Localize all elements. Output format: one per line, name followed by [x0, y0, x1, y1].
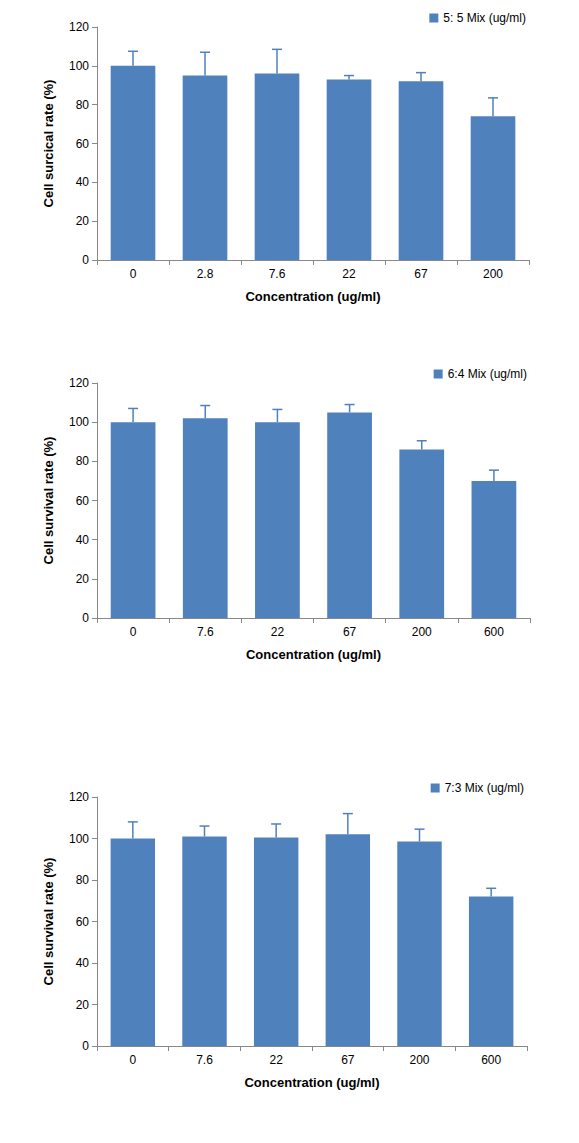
svg-text:20: 20 — [76, 572, 90, 586]
svg-text:80: 80 — [76, 873, 90, 887]
svg-text:200: 200 — [409, 1053, 429, 1067]
svg-text:22: 22 — [271, 625, 285, 639]
svg-text:22: 22 — [342, 267, 356, 281]
svg-text:7.6: 7.6 — [196, 1053, 213, 1067]
svg-text:Concentration (ug/ml): Concentration (ug/ml) — [245, 289, 380, 304]
svg-text:0: 0 — [130, 267, 137, 281]
svg-text:0: 0 — [82, 253, 89, 267]
svg-text:120: 120 — [69, 376, 89, 390]
svg-text:40: 40 — [76, 175, 90, 189]
svg-text:0: 0 — [82, 1039, 89, 1053]
svg-text:120: 120 — [69, 20, 89, 34]
svg-text:Concentration (ug/ml): Concentration (ug/ml) — [246, 647, 381, 662]
svg-text:600: 600 — [484, 625, 504, 639]
svg-text:80: 80 — [76, 454, 90, 468]
svg-text:Concentration (ug/ml): Concentration (ug/ml) — [244, 1075, 379, 1090]
svg-text:67: 67 — [343, 625, 357, 639]
svg-text:60: 60 — [76, 915, 90, 929]
svg-text:7.6: 7.6 — [197, 625, 214, 639]
svg-text:120: 120 — [69, 790, 89, 804]
svg-text:2.8: 2.8 — [197, 267, 214, 281]
svg-text:40: 40 — [76, 956, 90, 970]
svg-text:7.6: 7.6 — [269, 267, 286, 281]
svg-text:67: 67 — [414, 267, 428, 281]
svg-text:7:3 Mix (ug/ml): 7:3 Mix (ug/ml) — [445, 781, 524, 795]
svg-text:80: 80 — [76, 98, 90, 112]
svg-text:0: 0 — [129, 1053, 136, 1067]
svg-text:0: 0 — [130, 625, 137, 639]
svg-text:60: 60 — [76, 494, 90, 508]
svg-text:Cell survival rate (%): Cell survival rate (%) — [41, 437, 56, 565]
svg-text:20: 20 — [76, 214, 90, 228]
svg-text:200: 200 — [412, 625, 432, 639]
svg-text:20: 20 — [76, 998, 90, 1012]
svg-text:40: 40 — [76, 533, 90, 547]
svg-text:22: 22 — [269, 1053, 283, 1067]
svg-text:Cell surcical rate (%): Cell surcical rate (%) — [41, 80, 56, 208]
svg-text:5: 5 Mix (ug/ml): 5: 5 Mix (ug/ml) — [443, 11, 526, 25]
svg-text:100: 100 — [69, 59, 89, 73]
svg-text:600: 600 — [481, 1053, 501, 1067]
svg-text:67: 67 — [341, 1053, 355, 1067]
svg-text:100: 100 — [69, 832, 89, 846]
svg-text:Cell survival rate (%): Cell survival rate (%) — [41, 858, 56, 986]
svg-text:6:4 Mix (ug/ml): 6:4 Mix (ug/ml) — [448, 367, 527, 381]
svg-text:60: 60 — [76, 137, 90, 151]
svg-text:100: 100 — [69, 415, 89, 429]
svg-text:0: 0 — [82, 611, 89, 625]
svg-text:200: 200 — [483, 267, 503, 281]
